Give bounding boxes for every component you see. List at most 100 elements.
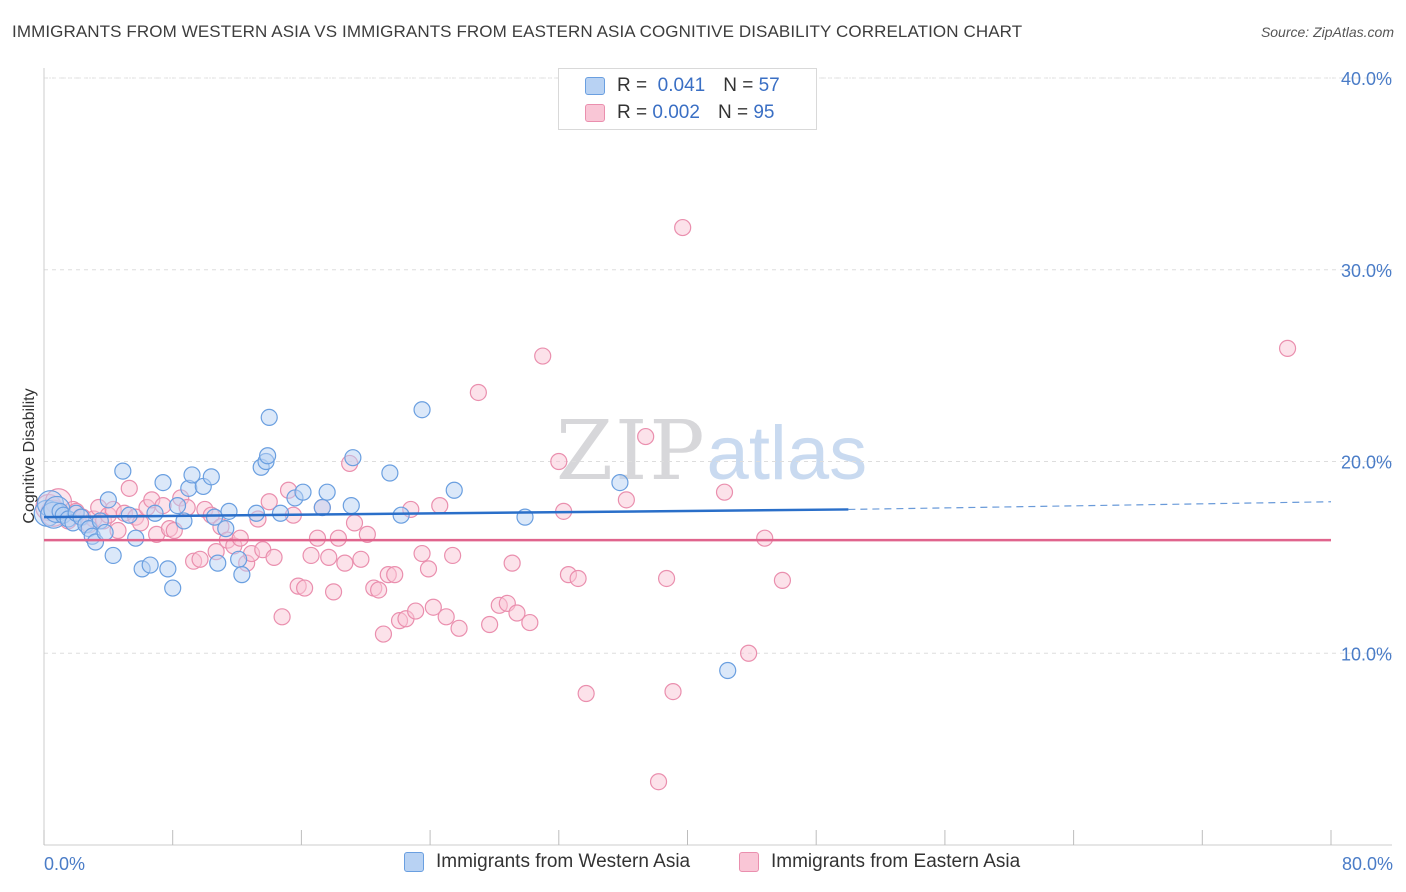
legend-n-value-2: 95 <box>753 102 775 123</box>
trend-line-western-asia <box>43 508 849 519</box>
legend-n-value-1: 57 <box>758 75 780 96</box>
eastern-asia-point-42 <box>273 608 291 626</box>
western-asia-point-49 <box>342 497 360 515</box>
watermark: ZIPatlas <box>556 404 867 499</box>
western-asia-point-36 <box>220 502 238 520</box>
western-asia-point-30 <box>183 466 201 484</box>
western-asia-point-26 <box>164 579 182 597</box>
western-asia-point-42 <box>259 447 277 465</box>
eastern-asia-point-85 <box>569 569 587 588</box>
western-asia-point-15 <box>96 523 114 542</box>
eastern-asia-point-93 <box>715 483 734 501</box>
eastern-asia-point-57 <box>358 525 376 543</box>
western-asia-point-22 <box>141 556 159 574</box>
eastern-asia-point-41 <box>265 548 283 566</box>
tick-labels: 10.0% 20.0% 30.0% 40.0% 0.0% 80.0% Cognitive D… <box>21 69 1393 874</box>
legend-r-label-2: R = <box>617 102 648 123</box>
eastern-asia-point-71 <box>437 608 455 626</box>
western-asia-point-20 <box>127 529 145 547</box>
eastern-asia-point-46 <box>296 579 314 597</box>
legend-r-value-2: 0.002 <box>652 102 700 123</box>
eastern-asia-point-78 <box>503 554 521 572</box>
eastern-asia-point-66 <box>407 602 425 620</box>
eastern-asia-point-68 <box>419 560 438 578</box>
x-tick-label-0: 0.0% <box>44 854 85 874</box>
legend-swatch-pink <box>585 104 605 122</box>
legend-r-label-1: R = <box>617 75 648 96</box>
watermark-zip: ZIP <box>556 404 707 499</box>
eastern-asia-point-89 <box>649 773 668 791</box>
legend-n-label-2: N = <box>717 102 749 123</box>
eastern-asia-point-72 <box>444 546 462 565</box>
western-asia-point-23 <box>146 504 164 522</box>
bottom-legend-swatch-pink <box>739 852 759 872</box>
eastern-asia-point-96 <box>773 571 792 589</box>
eastern-asia-point-95 <box>756 529 774 547</box>
western-asia-point-53 <box>413 401 431 419</box>
eastern-asia-point-81 <box>534 347 552 365</box>
western-asia-point-16 <box>99 491 117 509</box>
eastern-asia-point-69 <box>424 598 442 616</box>
western-asia-point-56 <box>611 473 629 492</box>
eastern-asia-point-60 <box>374 625 393 643</box>
western-asia-point-46 <box>294 483 312 501</box>
eastern-asia-point-92 <box>674 218 692 237</box>
legend-row-western-asia: R = 0.041 N = 57 <box>585 73 780 99</box>
eastern-asia-point-86 <box>577 684 595 703</box>
eastern-asia-point-75 <box>481 615 499 634</box>
eastern-asia-point-91 <box>664 682 682 701</box>
eastern-asia-point-90 <box>657 569 676 588</box>
eastern-asia-point-82 <box>550 452 568 471</box>
eastern-asia-point-52 <box>329 529 348 547</box>
western-asia-point-18 <box>114 462 132 480</box>
western-asia-point-35 <box>217 520 235 538</box>
trend-line-western-asia-extension <box>848 501 1332 511</box>
eastern-asia-point-67 <box>413 544 431 563</box>
eastern-asia-point-55 <box>345 514 364 532</box>
eastern-asia-point-40 <box>260 493 278 511</box>
western-asia-point-27 <box>168 497 187 515</box>
correlation-legend: R = 0.041 N = 57 R = 0.002 N = 95 <box>558 68 817 130</box>
eastern-asia-point-47 <box>302 546 320 565</box>
eastern-asia-point-73 <box>450 619 468 637</box>
bottom-legend-swatch-blue <box>404 852 424 872</box>
eastern-asia-point-80 <box>521 613 539 632</box>
western-asia-point-32 <box>202 468 220 486</box>
eastern-asia-point-74 <box>469 383 487 402</box>
eastern-asia-point-50 <box>320 548 338 566</box>
western-asia-point-34 <box>209 554 227 572</box>
source-label: Source: ZipAtlas.com <box>1260 24 1394 40</box>
y-tick-label-2: 30.0% <box>1341 261 1392 281</box>
eastern-asia-point-48 <box>308 529 327 547</box>
y-tick-label-0: 10.0% <box>1341 644 1392 664</box>
legend-swatch-blue <box>585 77 605 95</box>
western-asia-point-57 <box>719 661 737 680</box>
eastern-asia-point-88 <box>637 427 655 446</box>
eastern-asia-point-51 <box>324 583 343 601</box>
axes <box>43 68 1392 846</box>
watermark-atlas: atlas <box>706 411 868 496</box>
western-asia-point-38 <box>233 566 251 584</box>
y-tick-label-3: 40.0% <box>1341 69 1392 89</box>
eastern-asia-point-35 <box>231 529 249 547</box>
eastern-asia-point-28 <box>191 550 209 568</box>
western-asia-point-51 <box>381 464 399 482</box>
y-tick-label-1: 20.0% <box>1341 453 1392 473</box>
eastern-asia-point-94 <box>740 644 758 662</box>
western-asia-point-17 <box>104 546 122 565</box>
bottom-legend-eastern-asia: Immigrants from Eastern Asia <box>739 851 1020 873</box>
western-asia-point-25 <box>159 560 177 578</box>
eastern-asia-point-53 <box>336 554 354 572</box>
bottom-legend-western-asia: Immigrants from Western Asia <box>404 851 690 873</box>
western-asia-point-50 <box>344 449 362 467</box>
legend-r-value-1: 0.041 <box>657 75 706 96</box>
eastern-asia-point-62 <box>386 566 404 584</box>
western-asia-point-52 <box>392 506 410 524</box>
y-axis-title: Cognitive Disability <box>21 388 38 523</box>
eastern-asia-point-16 <box>120 479 138 497</box>
x-tick-label-1: 80.0% <box>1342 854 1393 874</box>
legend-row-eastern-asia: R = 0.002 N = 95 <box>585 100 774 126</box>
eastern-asia-point-97 <box>1278 339 1297 357</box>
western-asia-point-39 <box>247 504 265 522</box>
